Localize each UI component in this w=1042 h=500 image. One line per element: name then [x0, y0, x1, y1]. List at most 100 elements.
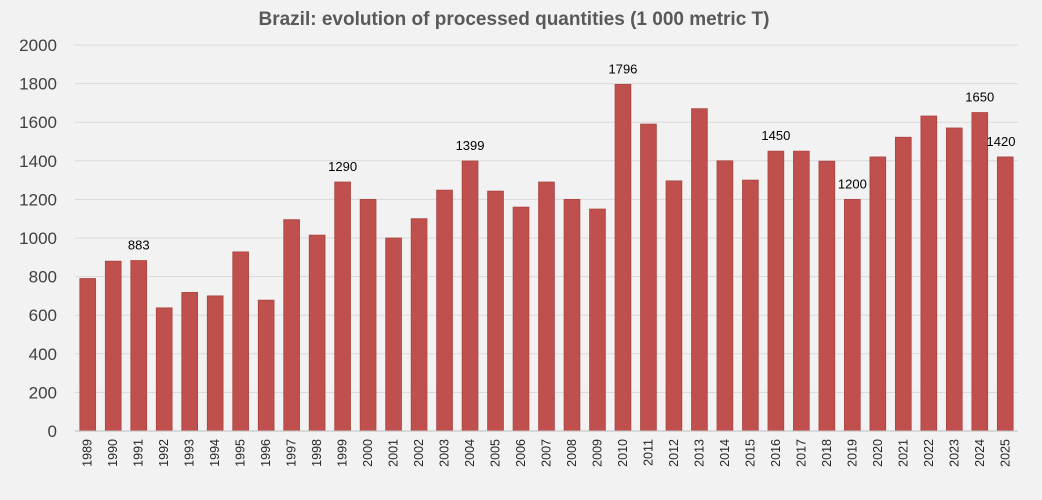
bar-2020: [869, 156, 887, 432]
bar-1996: [257, 299, 275, 432]
bar-2002: [410, 218, 428, 432]
x-tick-2024: 2024: [973, 439, 987, 467]
bar-2019: [844, 198, 861, 432]
bar-1993: [181, 292, 198, 432]
bar-2012: [665, 180, 683, 432]
y-tick-200: 200: [29, 383, 57, 402]
bar-2023: [945, 127, 963, 432]
y-tick-1200: 1200: [19, 190, 57, 209]
bar-1994: [206, 295, 224, 432]
x-tick-2006: 2006: [514, 439, 528, 467]
bar-2003: [436, 189, 453, 432]
x-tick-1997: 1997: [285, 439, 299, 467]
bar-2014: [716, 160, 734, 432]
data-label-1991: 883: [128, 238, 150, 253]
y-tick-2000: 2000: [19, 36, 57, 55]
bar-2009: [589, 208, 606, 432]
bar-2018: [818, 160, 836, 432]
bar-2008: [563, 198, 581, 432]
x-tick-2002: 2002: [412, 439, 426, 467]
y-tick-400: 400: [29, 345, 57, 364]
bar-2007: [538, 181, 555, 432]
x-tick-1999: 1999: [336, 439, 350, 467]
data-label-2024: 1650: [965, 90, 994, 105]
x-tick-1998: 1998: [310, 439, 324, 467]
x-tick-2000: 2000: [361, 439, 375, 467]
x-tick-1993: 1993: [183, 439, 197, 467]
data-label-2025: 1420: [987, 134, 1016, 149]
x-tick-2017: 2017: [794, 439, 808, 467]
x-tick-2022: 2022: [922, 439, 936, 467]
bar-2015: [742, 179, 759, 432]
bar-2017: [793, 150, 810, 432]
y-axis-ticks: 0 200 400 600 800 1000 1200 1400 1600 1800 2000: [19, 36, 57, 441]
bars: [79, 83, 1014, 432]
bar-2004: [461, 160, 479, 432]
x-tick-2020: 2020: [871, 439, 885, 467]
bar-1999: [334, 181, 351, 432]
bar-1998: [308, 234, 326, 432]
x-tick-2013: 2013: [692, 439, 706, 467]
x-tick-2016: 2016: [769, 439, 783, 467]
bar-2021: [895, 136, 912, 432]
bar-2022: [920, 115, 938, 432]
bar-2005: [487, 190, 504, 432]
x-tick-1994: 1994: [208, 439, 222, 467]
bar-2006: [512, 206, 530, 432]
bar-2010: [614, 83, 632, 432]
x-tick-2010: 2010: [616, 439, 630, 467]
y-tick-1000: 1000: [19, 229, 57, 248]
data-label-2010: 1796: [608, 61, 637, 76]
bar-2024: [971, 112, 989, 432]
data-label-2004: 1399: [456, 138, 485, 153]
x-tick-2009: 2009: [590, 439, 604, 467]
x-tick-2021: 2021: [896, 439, 910, 467]
x-tick-1996: 1996: [259, 439, 273, 467]
x-tick-2004: 2004: [463, 439, 477, 467]
chart-title: Brazil: evolution of processed quantitie…: [258, 9, 769, 30]
x-tick-2023: 2023: [947, 439, 961, 467]
x-tick-1991: 1991: [132, 439, 146, 467]
x-tick-2025: 2025: [998, 439, 1012, 467]
x-tick-2018: 2018: [820, 439, 834, 467]
x-tick-2014: 2014: [718, 439, 732, 467]
bar-2013: [691, 108, 708, 432]
bar-1989: [79, 278, 97, 432]
bar-2025: [996, 156, 1014, 432]
x-tick-2015: 2015: [743, 439, 757, 467]
x-tick-2019: 2019: [845, 439, 859, 467]
x-tick-1995: 1995: [234, 439, 248, 467]
bar-1995: [232, 251, 249, 432]
bar-2000: [359, 198, 377, 432]
y-tick-1400: 1400: [19, 152, 57, 171]
bar-1990: [104, 260, 122, 432]
bar-1991: [130, 260, 148, 432]
bar-2011: [640, 123, 657, 432]
x-tick-2012: 2012: [667, 439, 681, 467]
y-tick-1800: 1800: [19, 75, 57, 94]
data-labels: 883 1290 1399 1796 1450 1200 1650 1420: [128, 61, 1016, 252]
x-tick-1990: 1990: [106, 439, 120, 467]
x-tick-2003: 2003: [438, 439, 452, 467]
x-tick-1989: 1989: [81, 439, 95, 467]
x-tick-2001: 2001: [387, 439, 401, 467]
x-tick-2008: 2008: [565, 439, 579, 467]
y-tick-1600: 1600: [19, 113, 57, 132]
bar-1992: [155, 307, 173, 432]
x-axis-ticks: 1989 1990 1991 1992 1993 1994 1995 1996 1997 1998…: [81, 439, 1013, 467]
x-tick-2011: 2011: [641, 439, 655, 466]
bar-2016: [767, 150, 785, 432]
x-tick-1992: 1992: [157, 439, 171, 467]
y-tick-600: 600: [29, 306, 57, 325]
x-tick-2005: 2005: [489, 439, 503, 467]
bar-1997: [283, 219, 300, 432]
bar-2001: [385, 237, 402, 432]
data-label-2019: 1200: [838, 176, 867, 191]
x-tick-2007: 2007: [540, 439, 554, 467]
y-tick-800: 800: [29, 268, 57, 287]
data-label-2016: 1450: [761, 128, 790, 143]
y-tick-0: 0: [48, 422, 57, 441]
data-label-1999: 1290: [328, 159, 357, 174]
